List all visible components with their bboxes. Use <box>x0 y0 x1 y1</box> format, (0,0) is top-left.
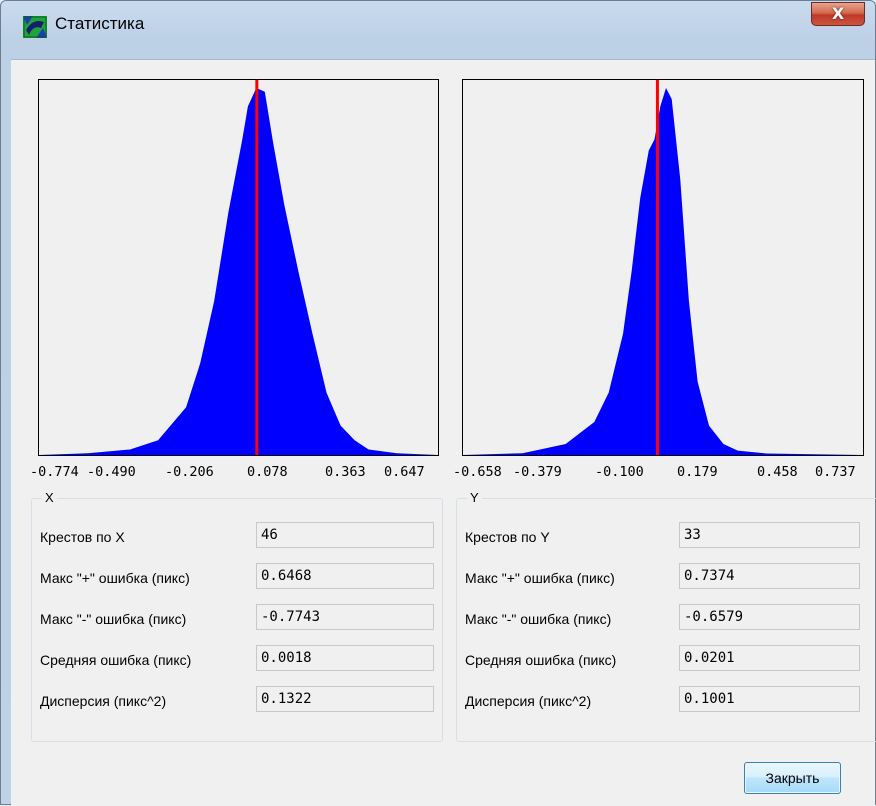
max-plus-error-x-field[interactable]: 0.6468 <box>256 563 434 589</box>
close-icon: X <box>832 4 844 23</box>
x-tick-label: -0.774 <box>30 464 79 480</box>
y-tick-label: -0.658 <box>453 464 502 480</box>
y-tick-label: -0.100 <box>595 464 644 480</box>
histogram-y-canvas <box>463 80 863 455</box>
histogram-x-canvas <box>39 80 438 455</box>
y-histogram-tick-labels: -0.658 -0.379 -0.100 0.179 0.458 0.737 <box>451 464 875 484</box>
crosses-x-field[interactable]: 46 <box>256 522 434 548</box>
window-close-button[interactable]: X <box>811 2 865 26</box>
variance-x-label: Дисперсия (пикс^2) <box>40 693 166 709</box>
x-tick-label: 0.078 <box>247 464 288 480</box>
variance-y-label: Дисперсия (пикс^2) <box>465 693 591 709</box>
mean-error-y-field[interactable]: 0.0201 <box>679 645 860 671</box>
x-tick-label: 0.363 <box>325 464 366 480</box>
max-minus-error-y-field[interactable]: -0.6579 <box>679 604 860 630</box>
max-plus-error-y-field[interactable]: 0.7374 <box>679 563 860 589</box>
dialog-client-area: -0.774 -0.490 -0.206 0.078 0.363 0.647 -… <box>11 59 875 806</box>
max-plus-error-x-label: Макс "+" ошибка (пикс) <box>40 570 190 586</box>
histogram-x-distribution-area <box>39 88 438 455</box>
y-tick-label: 0.458 <box>757 464 798 480</box>
x-tick-label: -0.206 <box>165 464 214 480</box>
group-x-title: X <box>42 490 57 505</box>
x-histogram-tick-labels: -0.774 -0.490 -0.206 0.078 0.363 0.647 <box>11 464 451 484</box>
mean-error-x-label: Средняя ошибка (пикс) <box>40 652 191 668</box>
mean-error-x-field[interactable]: 0.0018 <box>256 645 434 671</box>
title-bar[interactable]: Статистика X <box>1 1 875 41</box>
group-x-statistics: X Крестов по X 46 Макс "+" ошибка (пикс)… <box>31 498 443 742</box>
histogram-y-distribution-area <box>463 88 863 455</box>
y-tick-label: 0.737 <box>815 464 856 480</box>
histogram-y <box>462 79 864 456</box>
max-plus-error-y-label: Макс "+" ошибка (пикс) <box>465 570 615 586</box>
max-minus-error-y-label: Макс "-" ошибка (пикс) <box>465 611 611 627</box>
max-minus-error-x-label: Макс "-" ошибка (пикс) <box>40 611 186 627</box>
max-minus-error-x-field[interactable]: -0.7743 <box>256 604 434 630</box>
y-tick-label: 0.179 <box>677 464 718 480</box>
group-y-statistics: Y Крестов по Y 33 Макс "+" ошибка (пикс)… <box>456 498 876 742</box>
mean-error-y-label: Средняя ошибка (пикс) <box>465 652 616 668</box>
group-y-title: Y <box>467 490 482 505</box>
x-tick-label: 0.647 <box>384 464 425 480</box>
app-icon <box>23 16 47 38</box>
window-title: Статистика <box>55 14 144 34</box>
crosses-x-label: Крестов по X <box>40 529 125 545</box>
crosses-y-field[interactable]: 33 <box>679 522 860 548</box>
variance-x-field[interactable]: 0.1322 <box>256 686 434 712</box>
crosses-y-label: Крестов по Y <box>465 529 550 545</box>
y-tick-label: -0.379 <box>513 464 562 480</box>
variance-y-field[interactable]: 0.1001 <box>679 686 860 712</box>
x-tick-label: -0.490 <box>87 464 136 480</box>
close-dialog-button[interactable]: Закрыть <box>744 762 841 794</box>
histogram-x <box>38 79 439 456</box>
